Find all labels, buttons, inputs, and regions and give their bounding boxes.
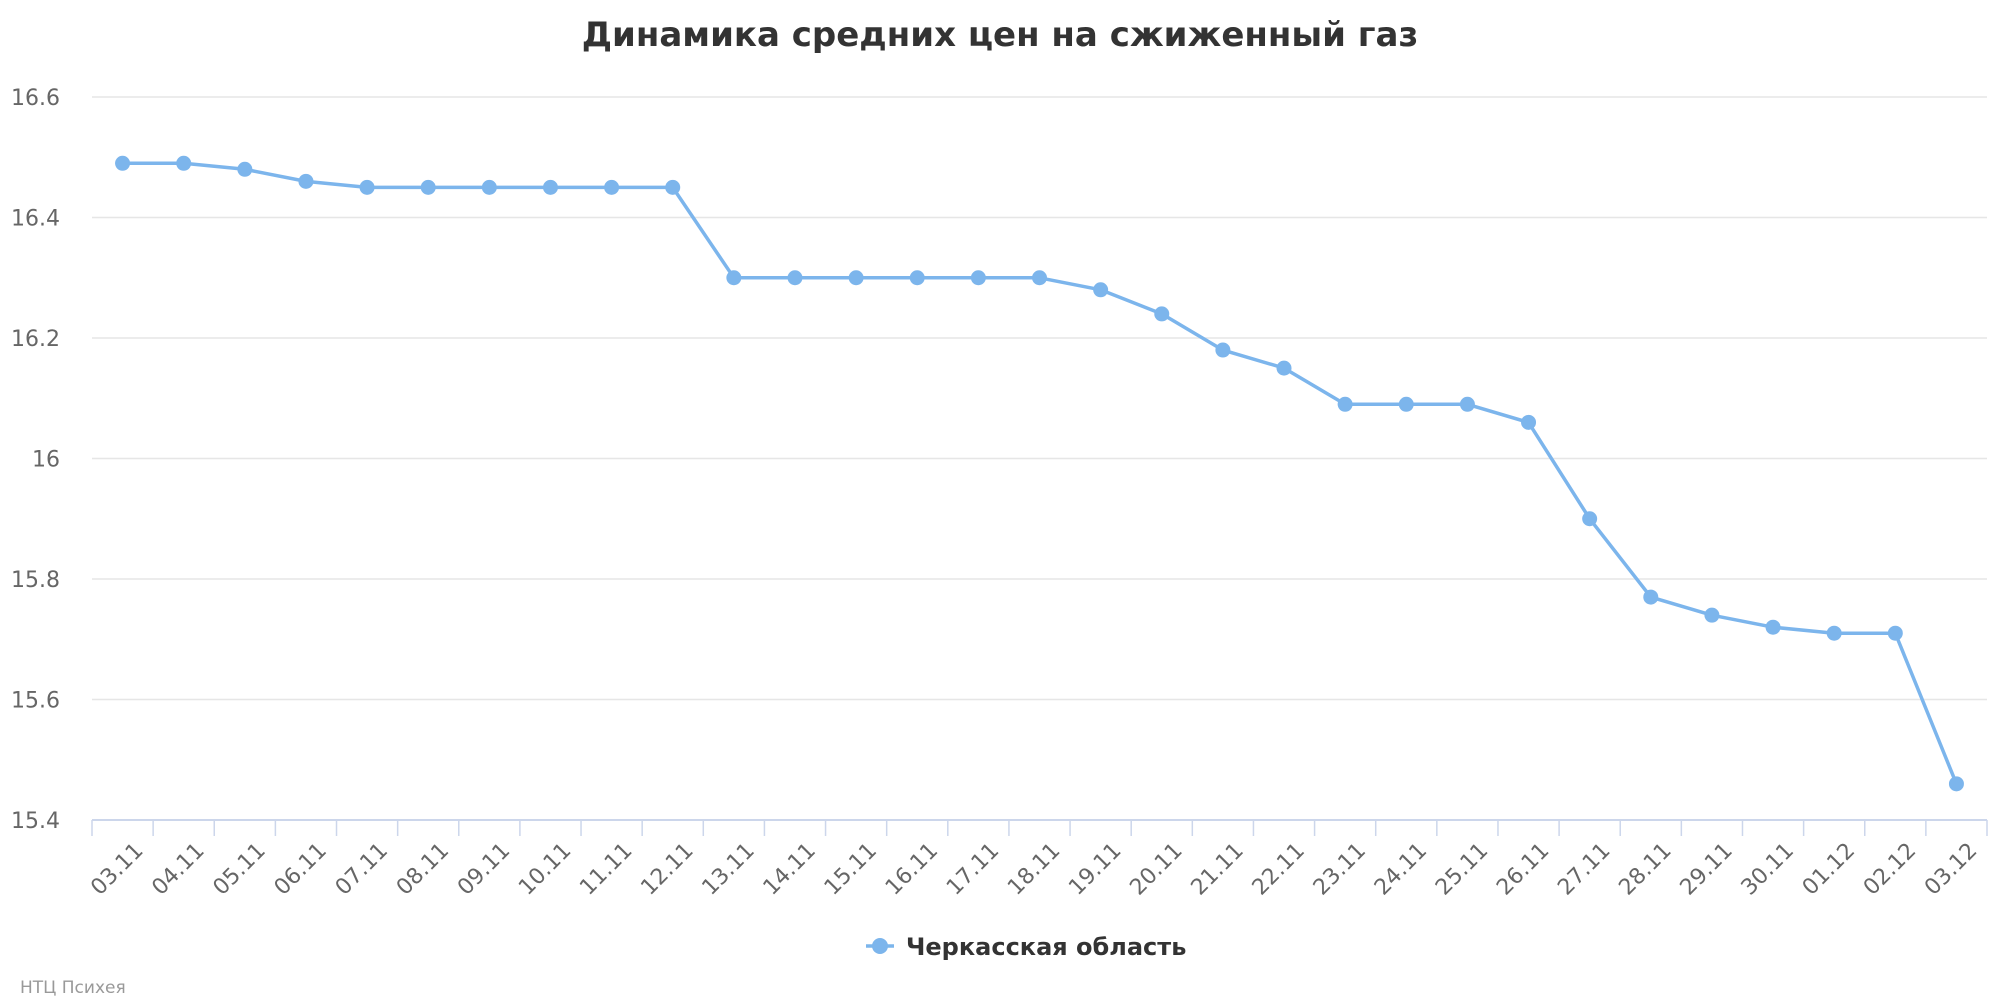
data-point (848, 270, 864, 286)
data-point (1215, 342, 1231, 358)
x-tick-label: 28.11 (1614, 838, 1676, 900)
y-tick-label: 16 (32, 448, 60, 473)
x-tick-label: 23.11 (1309, 838, 1371, 900)
x-tick-label: 06.11 (270, 838, 332, 900)
credit-label[interactable]: НТЦ Психея (20, 978, 126, 998)
x-tick-label: 12.11 (636, 838, 698, 900)
y-tick-label: 15.8 (11, 568, 60, 593)
x-tick-label: 15.11 (820, 838, 882, 900)
x-tick-label: 14.11 (759, 838, 821, 900)
data-point (970, 270, 986, 286)
x-tick-label: 27.11 (1553, 838, 1615, 900)
data-point (420, 179, 436, 195)
x-tick-label: 02.12 (1859, 838, 1921, 900)
x-tick-label: 13.11 (698, 838, 760, 900)
data-point (1521, 414, 1537, 430)
data-point (726, 270, 742, 286)
data-point (1154, 306, 1170, 322)
x-tick-label: 16.11 (881, 838, 943, 900)
data-point (909, 270, 925, 286)
legend-label: Черкасская область (906, 933, 1186, 961)
x-tick-label: 08.11 (392, 838, 454, 900)
x-tick-label: 17.11 (942, 838, 1004, 900)
x-tick-label: 30.11 (1737, 838, 1799, 900)
x-tick-label: 09.11 (453, 838, 515, 900)
data-point (1765, 619, 1781, 635)
y-tick-label: 15.4 (11, 809, 60, 834)
series-group (115, 155, 1964, 792)
data-point (1704, 607, 1720, 623)
chart-title: Динамика средних цен на сжиженный газ (582, 15, 1419, 55)
x-tick-label: 03.11 (86, 838, 148, 900)
y-axis: 15.4 15.6 15.8 16 16.2 16.4 16.6 (11, 86, 60, 834)
data-point (542, 179, 558, 195)
x-tick-label: 24.11 (1370, 838, 1432, 900)
x-tick-label: 07.11 (331, 838, 393, 900)
data-point (604, 179, 620, 195)
data-point (1887, 625, 1903, 641)
data-point (359, 179, 375, 195)
x-tick-label: 21.11 (1187, 838, 1249, 900)
data-point (237, 161, 253, 177)
x-tick-label: 26.11 (1492, 838, 1554, 900)
series-line (120, 161, 1959, 786)
x-tick-label: 10.11 (514, 838, 576, 900)
data-point (1948, 776, 1964, 792)
y-tick-label: 15.6 (11, 689, 60, 714)
y-tick-label: 16.6 (11, 86, 60, 111)
y-tick-label: 16.2 (11, 327, 60, 352)
data-point (787, 270, 803, 286)
data-point (1459, 396, 1475, 412)
data-point (298, 173, 314, 189)
x-axis: 03.1104.1105.1106.1107.1108.1109.1110.11… (86, 819, 1988, 900)
x-tick-label: 01.12 (1798, 838, 1860, 900)
x-tick-label: 29.11 (1676, 838, 1738, 900)
data-point (115, 155, 131, 171)
data-point (1398, 396, 1414, 412)
x-tick-label: 22.11 (1248, 838, 1310, 900)
legend-marker (872, 938, 888, 954)
data-point (1276, 360, 1292, 376)
x-tick-label: 18.11 (1003, 838, 1065, 900)
data-point (1582, 511, 1598, 527)
data-point (481, 179, 497, 195)
data-point (1093, 282, 1109, 298)
data-point (1643, 589, 1659, 605)
y-tick-label: 16.4 (11, 207, 60, 232)
data-point (1337, 396, 1353, 412)
x-tick-label: 04.11 (147, 838, 209, 900)
data-point (665, 179, 681, 195)
x-tick-label: 25.11 (1431, 838, 1493, 900)
data-point (176, 155, 192, 171)
x-tick-label: 19.11 (1064, 838, 1126, 900)
x-tick-label: 11.11 (575, 838, 637, 900)
x-tick-label: 03.12 (1920, 838, 1982, 900)
data-point (1826, 625, 1842, 641)
grid-lines (92, 96, 1987, 701)
x-tick-label: 20.11 (1125, 838, 1187, 900)
legend[interactable]: Черкасская область (866, 933, 1186, 961)
data-point (1032, 270, 1047, 286)
x-tick-label: 05.11 (209, 838, 271, 900)
